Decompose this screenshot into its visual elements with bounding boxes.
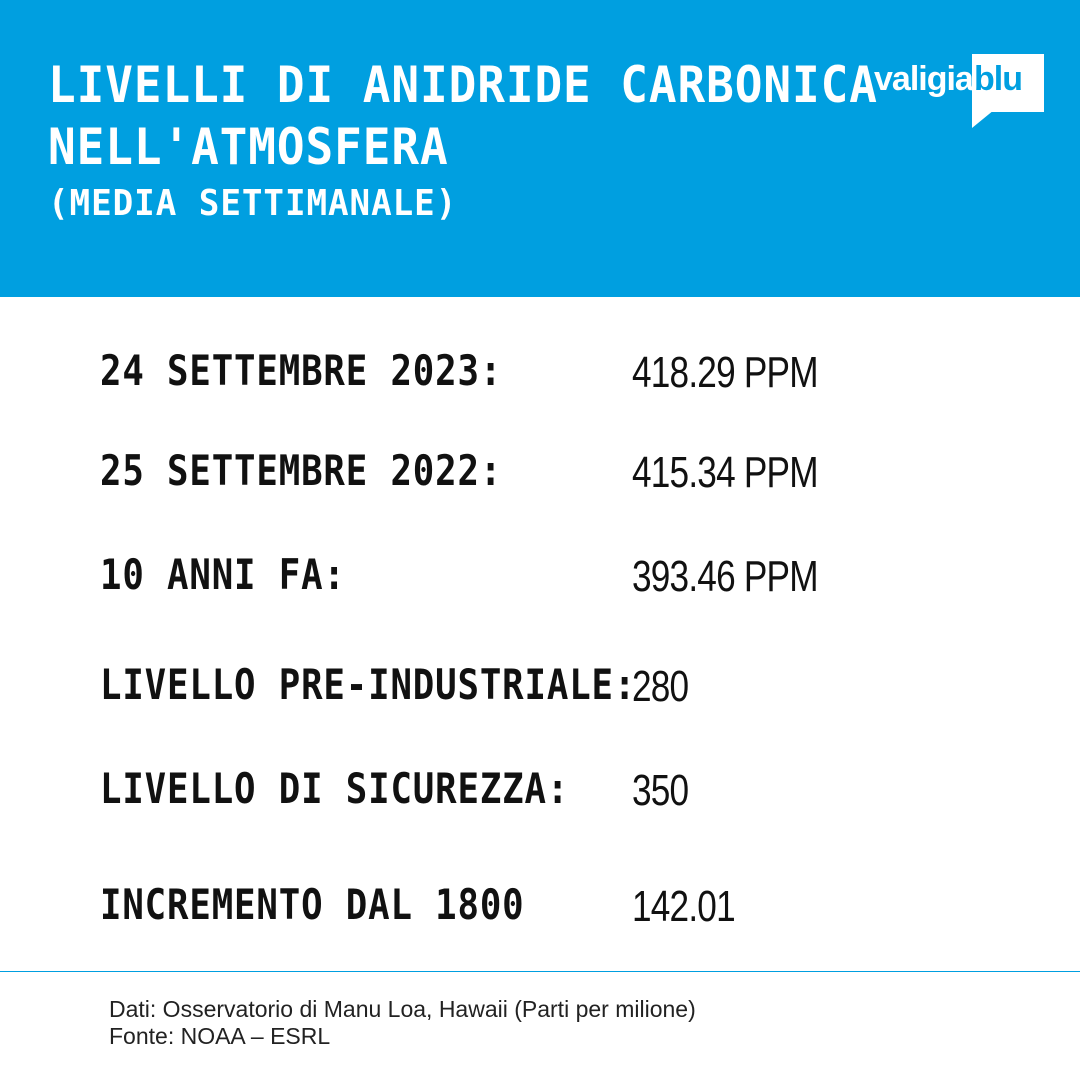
- footer-data-line: Dati: Osservatorio di Manu Loa, Hawaii (…: [109, 996, 696, 1022]
- title-line-1: LIVELLI DI ANIDRIDE CARBONICA: [48, 56, 878, 114]
- row-label-10-years: 10 ANNI FA:: [100, 550, 346, 599]
- logo-text-valigia: valigia: [874, 60, 974, 98]
- row-value-safety-level: 350: [632, 766, 689, 815]
- footer-source: Dati: Osservatorio di Manu Loa, Hawaii (…: [109, 996, 696, 1050]
- logo-speech-bubble-tail: [972, 110, 994, 128]
- logo-speech-bubble: [972, 54, 1044, 112]
- title-line-2: NELL'ATMOSFERA: [48, 118, 449, 176]
- valigiablu-logo: valigia blu: [874, 54, 1046, 128]
- row-label-increase: INCREMENTO DAL 1800: [100, 880, 525, 929]
- row-value-10-years: 393.46 PPM: [632, 552, 819, 601]
- row-label-2023: 24 SETTEMBRE 2023:: [100, 346, 503, 395]
- footer-source-line: Fonte: NOAA – ESRL: [109, 1023, 331, 1049]
- row-label-pre-industrial: LIVELLO PRE-INDUSTRIALE:: [100, 660, 637, 709]
- row-value-pre-industrial: 280: [632, 662, 689, 711]
- logo-text-blu: blu: [974, 60, 1023, 98]
- row-label-2022: 25 SETTEMBRE 2022:: [100, 446, 503, 495]
- row-label-safety-level: LIVELLO DI SICUREZZA:: [100, 764, 570, 813]
- page-title: LIVELLI DI ANIDRIDE CARBONICA NELL'ATMOS…: [48, 54, 878, 178]
- footer-divider: [0, 971, 1080, 972]
- row-value-2023: 418.29 PPM: [632, 348, 819, 397]
- row-value-increase: 142.01: [632, 882, 736, 931]
- page-subtitle: (MEDIA SETTIMANALE): [48, 183, 458, 224]
- header-banner: LIVELLI DI ANIDRIDE CARBONICA NELL'ATMOS…: [0, 0, 1080, 297]
- row-value-2022: 415.34 PPM: [632, 448, 819, 497]
